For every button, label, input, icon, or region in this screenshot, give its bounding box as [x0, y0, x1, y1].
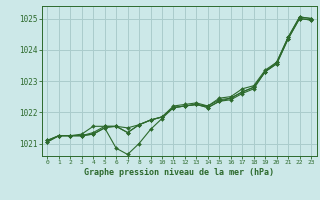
- X-axis label: Graphe pression niveau de la mer (hPa): Graphe pression niveau de la mer (hPa): [84, 168, 274, 177]
